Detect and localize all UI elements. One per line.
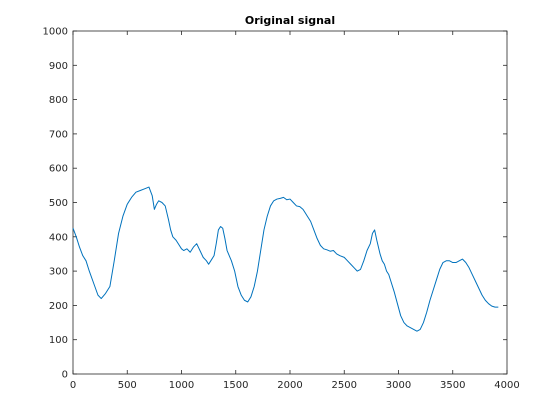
y-tick-label: 500	[49, 198, 68, 209]
y-tick-label: 200	[49, 301, 68, 312]
series-layer	[72, 186, 499, 332]
x-tick-label: 2000	[277, 380, 302, 391]
axes-box	[72, 30, 508, 375]
y-axis: 0 100 200 300 400 500 600 700 800 900 1000	[43, 27, 507, 381]
x-axis: 0 500 1000 1500 2000 2500 3000 3500 4000	[70, 31, 520, 391]
series-line-0	[72, 186, 499, 332]
x-tick-label: 4000	[494, 380, 519, 391]
y-tick-label: 600	[49, 164, 68, 175]
y-tick-label: 700	[49, 129, 68, 140]
x-tick-label: 1000	[169, 380, 194, 391]
y-tick-label: 800	[49, 95, 68, 106]
x-tick-label: 3500	[440, 380, 465, 391]
x-tick-label: 2500	[332, 380, 357, 391]
x-tick-label: 0	[70, 380, 76, 391]
y-tick-label: 0	[62, 370, 68, 381]
chart-title: Original signal	[245, 14, 335, 27]
y-tick-label: 900	[49, 61, 68, 72]
y-tick-label: 1000	[43, 27, 68, 38]
plot-area	[72, 30, 508, 375]
y-tick-label: 100	[49, 335, 68, 346]
y-tick-label: 300	[49, 267, 68, 278]
x-tick-label: 3000	[386, 380, 411, 391]
y-tick-label: 400	[49, 232, 68, 243]
x-tick-label: 1500	[223, 380, 248, 391]
x-tick-label: 500	[118, 380, 137, 391]
